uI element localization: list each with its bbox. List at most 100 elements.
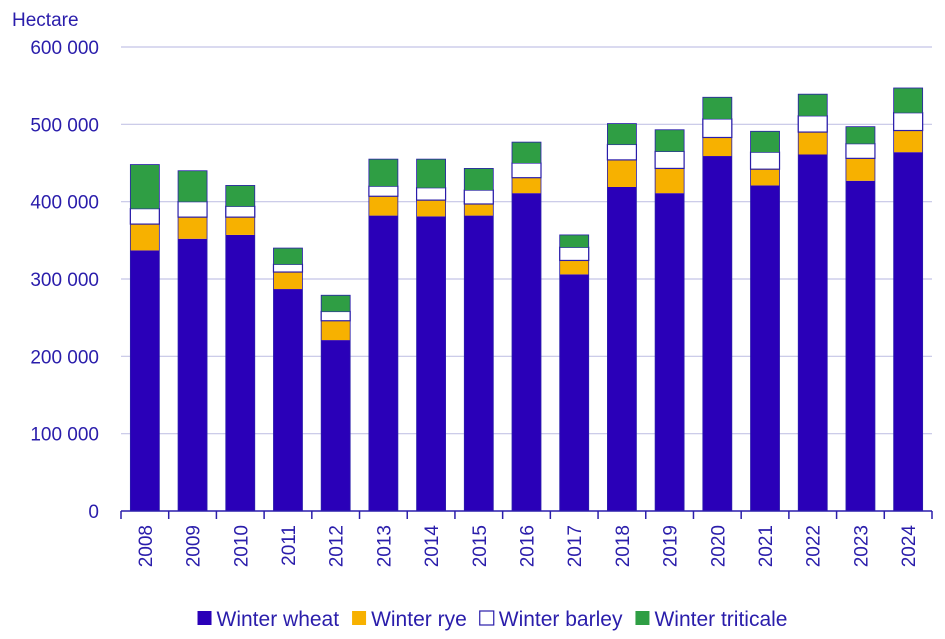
bar-stack-2013 <box>368 158 399 512</box>
x-tick-label: 2009 <box>184 525 205 567</box>
bar-segment-winter-wheat <box>702 156 732 512</box>
y-tick-label: 500 000 <box>30 115 99 136</box>
legend-swatch <box>352 611 367 625</box>
x-tick-label: 2014 <box>422 525 443 568</box>
x-axis <box>120 510 933 519</box>
y-axis-title: Hectare <box>12 10 79 31</box>
y-tick-label: 300 000 <box>30 270 99 291</box>
legend-item-winter-barley: Winter barley <box>479 608 623 631</box>
bar-segment-winter-barley <box>749 151 781 170</box>
bar-segment-winter-rye <box>321 320 351 341</box>
bar-segment-winter-barley <box>606 143 638 161</box>
bar-segment-winter-wheat <box>225 234 255 512</box>
bar-segment-winter-barley <box>654 150 685 170</box>
x-tick-label: 2016 <box>518 525 539 567</box>
bar-segment-winter-rye <box>368 196 398 216</box>
y-tick-label: 400 000 <box>30 193 99 214</box>
bar-segment-winter-wheat <box>416 216 446 512</box>
x-tick-label: 2013 <box>374 525 395 567</box>
bar-stack-2010 <box>225 185 256 512</box>
bar-segment-winter-wheat <box>893 152 923 511</box>
bar-segment-winter-rye <box>655 168 685 194</box>
bar-segment-winter-barley <box>225 205 256 218</box>
bar-segment-winter-barley <box>320 310 351 322</box>
bar-segment-winter-triticale <box>512 142 541 163</box>
bar-stack-2015 <box>463 168 494 512</box>
x-tick-label: 2010 <box>231 525 252 567</box>
bar-segment-winter-rye <box>607 159 637 187</box>
legend-label: Winter triticale <box>654 608 787 631</box>
bar-stack-2023 <box>845 126 876 512</box>
bar-stack-2022 <box>797 93 828 512</box>
bar-segment-winter-rye <box>416 200 446 217</box>
bar-segment-winter-barley <box>559 246 590 262</box>
legend-item-winter-wheat: Winter wheat <box>197 608 340 631</box>
legend-item-winter-rye: Winter rye <box>352 608 467 631</box>
bar-segment-winter-triticale <box>130 164 160 209</box>
bar-segment-winter-rye <box>559 260 589 275</box>
bar-segment-winter-triticale <box>559 234 589 248</box>
bar-segment-winter-barley <box>368 185 399 197</box>
bar-stack-2018 <box>606 123 638 512</box>
bar-segment-winter-wheat <box>750 185 780 511</box>
bar-stack-2009 <box>177 170 208 512</box>
x-tick-label: 2018 <box>613 525 634 567</box>
bar-segment-winter-triticale <box>607 123 637 145</box>
bar-stack-2017 <box>559 234 590 512</box>
bar-segment-winter-triticale <box>464 168 494 191</box>
bar-segment-winter-triticale <box>750 131 780 153</box>
y-tick-label: 0 <box>88 502 99 523</box>
bar-segment-winter-wheat <box>655 193 685 511</box>
bar-stack-2020 <box>702 96 733 512</box>
x-tick-label: 2021 <box>756 525 777 567</box>
bar-segment-winter-rye <box>893 130 923 153</box>
bar-segment-winter-rye <box>178 217 208 239</box>
bar-stack-2008 <box>129 164 160 512</box>
legend-swatch <box>635 611 650 625</box>
bar-segment-winter-wheat <box>273 289 303 511</box>
bar-segment-winter-wheat <box>368 215 398 511</box>
x-tick-label: 2015 <box>470 525 491 567</box>
bar-segment-winter-wheat <box>559 274 589 511</box>
legend-label: Winter wheat <box>217 608 340 631</box>
legend-swatch <box>479 610 495 626</box>
legend-item-winter-triticale: Winter triticale <box>635 608 787 631</box>
bar-segment-winter-wheat <box>512 193 541 511</box>
bar-segment-winter-barley <box>177 201 208 218</box>
bar-segment-winter-triticale <box>273 248 303 265</box>
y-axis-ticks: 0 100 000 200 000 300 000 400 000 500 000 600 … <box>30 38 99 523</box>
bar-segment-winter-rye <box>512 177 541 194</box>
x-tick-label: 2008 <box>136 525 157 567</box>
bar-segment-winter-barley <box>511 162 542 179</box>
bar-segment-winter-triticale <box>702 97 732 119</box>
bar-segment-winter-barley <box>415 187 447 201</box>
bar-segment-winter-rye <box>750 169 780 186</box>
x-tick-label: 2024 <box>899 525 920 568</box>
y-tick-label: 100 000 <box>30 425 99 446</box>
bar-stack-2024 <box>893 87 924 512</box>
bar-segment-winter-triticale <box>845 126 875 144</box>
bar-segment-winter-wheat <box>798 154 828 511</box>
bar-segment-winter-triticale <box>798 94 828 116</box>
bar-stack-2019 <box>654 129 685 512</box>
bar-segment-winter-triticale <box>321 295 351 312</box>
bar-segment-winter-barley <box>272 263 304 273</box>
bar-segment-winter-wheat <box>845 180 875 511</box>
bar-segment-winter-rye <box>702 137 732 157</box>
bar-segment-winter-wheat <box>607 186 637 511</box>
bar-stack-2011 <box>272 247 304 512</box>
x-axis-ticks: 2008 2009 2010 2011 2012 2013 2014 2015 2016 2017… <box>136 525 920 568</box>
bar-stack-2016 <box>511 141 542 512</box>
bar-segment-winter-rye <box>225 217 255 235</box>
x-tick-label: 2019 <box>661 525 682 567</box>
x-tick-label: 2011 <box>279 525 300 566</box>
legend: Winter wheat Winter rye Winter barley Winte… <box>197 608 787 631</box>
bar-segment-winter-triticale <box>368 159 398 187</box>
bar-segment-winter-triticale <box>416 159 446 188</box>
bar-segment-winter-triticale <box>893 87 923 113</box>
bar-segment-winter-barley <box>893 112 924 132</box>
x-tick-label: 2012 <box>327 525 348 567</box>
bar-segment-winter-rye <box>798 132 828 155</box>
bar-segment-winter-rye <box>464 203 494 216</box>
